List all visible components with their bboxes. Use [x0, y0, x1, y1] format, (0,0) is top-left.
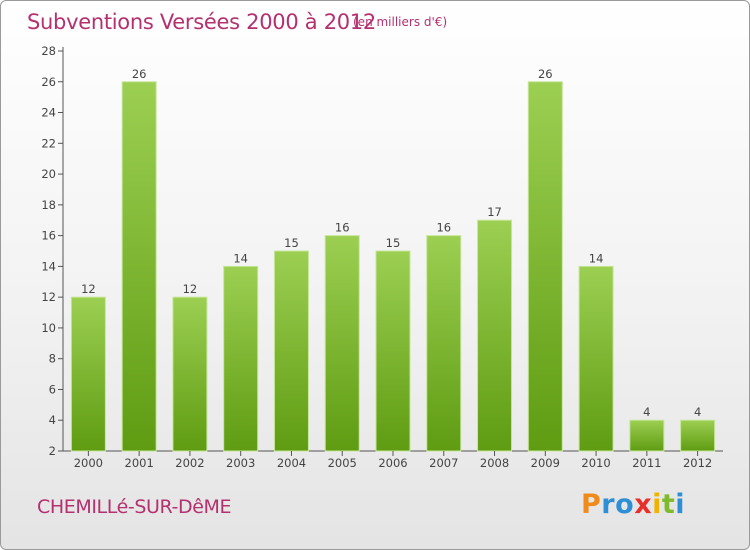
bar-value-label: 26	[538, 67, 553, 81]
bar-value-label: 12	[183, 282, 198, 296]
y-tick-label: 4	[49, 413, 56, 427]
x-tick-label: 2011	[632, 456, 661, 470]
y-tick-label: 20	[41, 167, 56, 181]
logo-letter: r	[601, 489, 616, 520]
x-tick-label: 2004	[277, 456, 306, 470]
logo-letter: P	[581, 489, 602, 520]
y-tick-label: 8	[49, 352, 56, 366]
bar	[70, 296, 106, 452]
x-tick-label: 2000	[74, 456, 103, 470]
bar	[375, 250, 411, 452]
bar	[223, 265, 259, 452]
bar	[477, 219, 513, 452]
logo-letter: o	[615, 489, 635, 520]
bar	[121, 81, 157, 452]
bar	[578, 265, 614, 452]
bar-value-label: 16	[436, 221, 451, 235]
y-tick-label: 14	[41, 259, 56, 273]
y-tick-label: 22	[41, 136, 56, 150]
x-tick-label: 2001	[125, 456, 154, 470]
bar	[273, 250, 309, 452]
x-tick-label: 2006	[378, 456, 407, 470]
bar-value-label: 14	[233, 251, 248, 265]
bar	[527, 81, 563, 452]
bar	[629, 419, 665, 452]
y-tick-label: 24	[41, 106, 56, 120]
x-tick-label: 2009	[531, 456, 560, 470]
y-tick-label: 16	[41, 229, 56, 243]
y-tick-label: 18	[41, 198, 56, 212]
y-tick-label: 28	[41, 44, 56, 58]
bar	[426, 235, 462, 452]
bar-value-label: 16	[335, 221, 350, 235]
logo-letter: x	[634, 489, 653, 520]
x-tick-label: 2012	[683, 456, 712, 470]
x-tick-label: 2003	[226, 456, 255, 470]
x-tick-label: 2008	[480, 456, 509, 470]
unit-note: (en milliers d'€)	[353, 15, 448, 29]
x-tick-label: 2005	[328, 456, 357, 470]
logo-letter: i	[675, 489, 686, 520]
bar	[324, 235, 360, 452]
y-tick-label: 26	[41, 75, 56, 89]
y-tick-label: 12	[41, 290, 56, 304]
x-tick-label: 2002	[175, 456, 204, 470]
bar-value-label: 15	[386, 236, 401, 250]
y-tick-label: 10	[41, 321, 56, 335]
proxiti-logo: Proxiti	[581, 489, 685, 520]
bar	[172, 296, 208, 452]
x-tick-label: 2007	[429, 456, 458, 470]
logo-letter: i	[652, 489, 662, 520]
bar-value-label: 4	[643, 405, 650, 419]
logo-letter: t	[661, 489, 676, 520]
x-tick-label: 2010	[581, 456, 610, 470]
chart-title: Subventions Versées 2000 à 2012	[27, 10, 376, 34]
commune-name: CHEMILLé-SUR-DêME	[37, 496, 232, 518]
bar-value-label: 14	[589, 251, 604, 265]
bar-value-label: 4	[694, 405, 701, 419]
y-tick-label: 2	[49, 444, 56, 458]
bar-value-label: 17	[487, 205, 502, 219]
bar-value-label: 12	[81, 282, 96, 296]
bar	[680, 419, 716, 452]
y-tick-label: 6	[49, 382, 56, 396]
bar-value-label: 26	[132, 67, 147, 81]
bar-value-label: 15	[284, 236, 299, 250]
